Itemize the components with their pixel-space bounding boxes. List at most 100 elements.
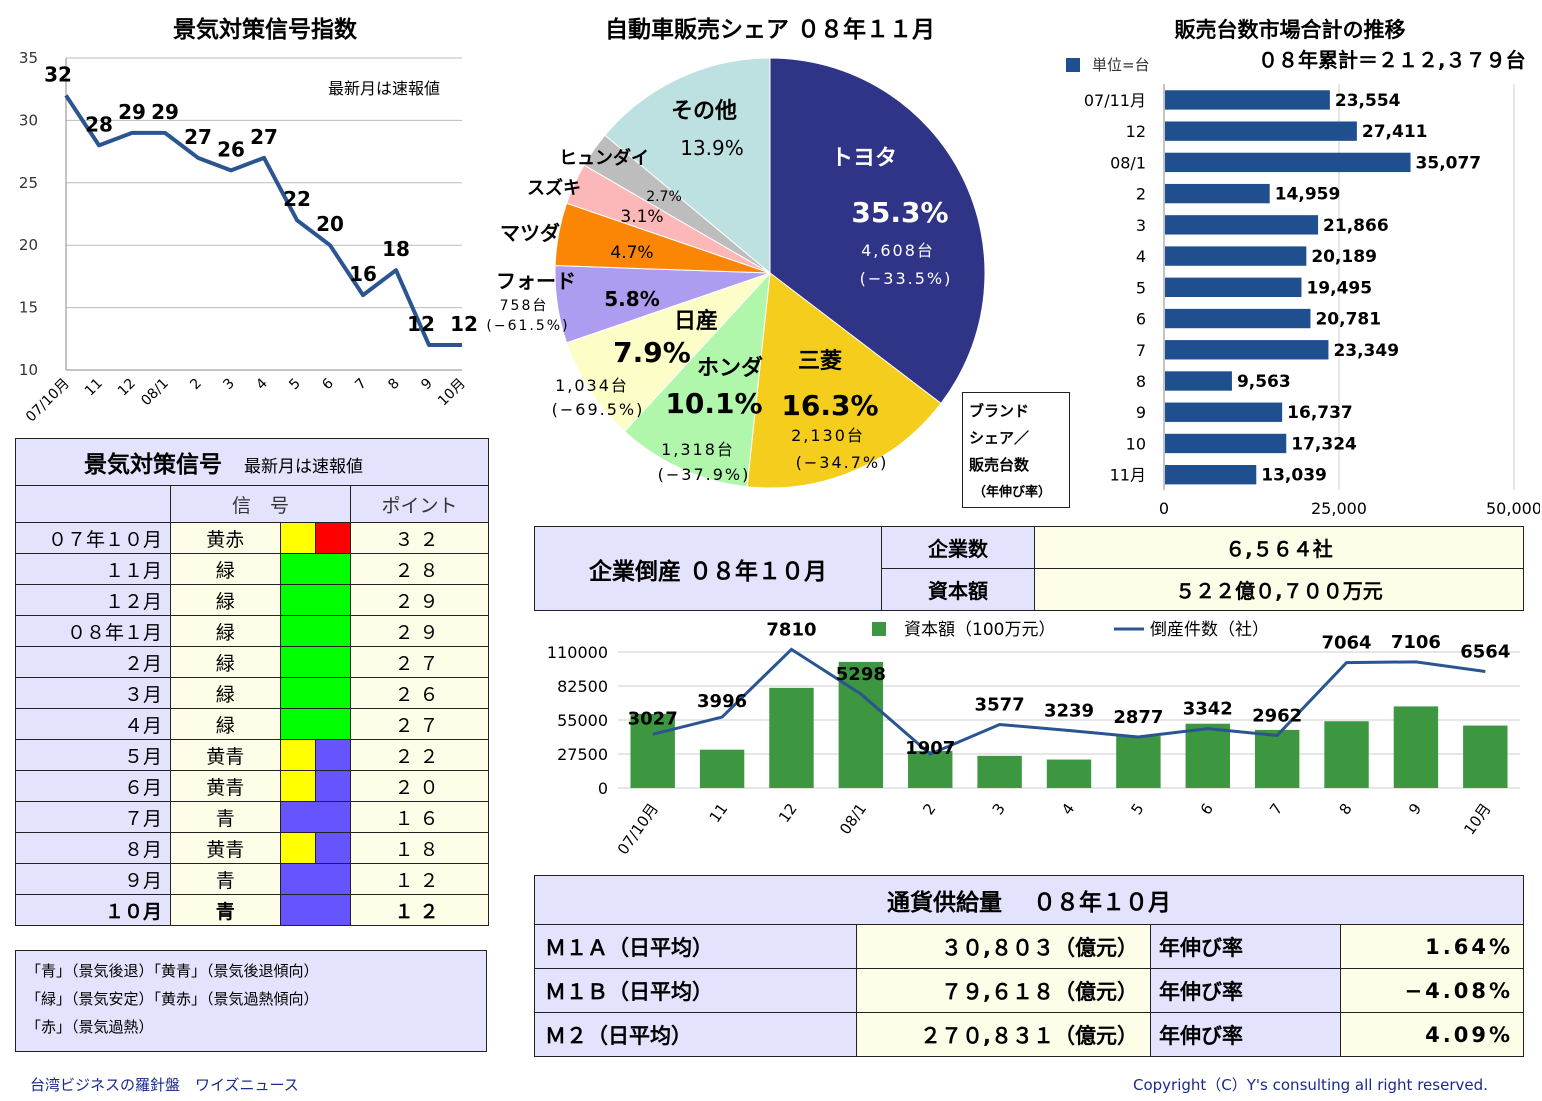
money-row: Ｍ２（日平均） ２７０,８３１（億元） 年伸び率 4.09% <box>534 1012 1524 1057</box>
signal-table-caption: 景気対策信号 最新月は速報値 <box>15 438 489 486</box>
capital-bar <box>630 713 675 788</box>
capital-label: 資本額 <box>881 568 1035 611</box>
count-label: 1907 <box>905 738 955 759</box>
x-tick-label: 2 <box>919 800 939 818</box>
signal-row-name: 黄青 <box>169 832 281 864</box>
data-label: 29 <box>151 100 179 124</box>
pie-label-growth: (−61.5%) <box>486 318 569 334</box>
signal-color-2 <box>315 863 352 895</box>
bankruptcy-title: 企業倒産 ０８年１０月 <box>534 526 882 611</box>
pie-label-name: その他 <box>671 99 737 124</box>
x-tick-label: 11 <box>82 376 106 400</box>
pie-label-pct: 7.9% <box>613 336 691 369</box>
x-tick-label: 7 <box>1266 800 1286 818</box>
sales-bar <box>1165 433 1287 454</box>
data-label: 28 <box>85 112 113 136</box>
signal-row-name: 黄青 <box>169 770 281 802</box>
pie-label-name: トヨタ <box>831 146 897 171</box>
pie-label-units: 1,034台 <box>555 376 629 395</box>
signal-color-2 <box>315 677 352 709</box>
data-label: 27 <box>184 125 212 149</box>
money-row-rate: 1.64% <box>1340 924 1524 969</box>
x-tick-label: 07/10月 <box>23 376 73 426</box>
pie-slice <box>769 57 986 405</box>
y-tick-label: 07/11月 <box>1084 91 1146 110</box>
signal-row: ４月緑 ２７ <box>15 708 489 740</box>
money-row-name: Ｍ２（日平均） <box>534 1012 857 1057</box>
sales-legend: 単位=台 <box>1066 54 1150 75</box>
y-tick-label: 55000 <box>557 711 608 730</box>
sales-bar <box>1165 215 1319 235</box>
signal-color-2 <box>314 522 352 554</box>
sales-bar-label: 27,411 <box>1362 122 1428 142</box>
capital-value: ５２２億０,７００万元 <box>1034 568 1524 611</box>
signal-row-point: １８ <box>350 832 489 864</box>
pie-label-growth: (−34.7%) <box>796 453 889 472</box>
x-tick-label: 12 <box>115 376 139 400</box>
data-label: 18 <box>382 237 410 261</box>
sales-bar <box>1165 246 1307 266</box>
signal-color-2 <box>315 801 352 833</box>
data-label: 20 <box>316 212 344 236</box>
capital-bar <box>1393 706 1439 788</box>
signal-legend-line: 「赤」（景気過熱） <box>26 1018 154 1036</box>
y-tick-label: 4 <box>1136 247 1146 266</box>
y-tick-label: 08/1 <box>1110 153 1146 172</box>
pie-label-units: 4,608台 <box>861 241 935 260</box>
signal-row: ７月青 １６ <box>15 801 489 833</box>
capital-bar <box>1185 723 1230 788</box>
signal-color-1 <box>279 615 316 647</box>
y-tick-label: 2 <box>1136 185 1146 204</box>
sales-bar <box>1165 340 1329 360</box>
sales-bar <box>1165 90 1330 110</box>
count-label: 3996 <box>697 691 747 712</box>
legend-swatch <box>1066 58 1080 72</box>
x-tick-label: 08/1 <box>138 376 172 410</box>
sales-bar <box>1165 402 1283 422</box>
pie-label-name: マツダ <box>500 221 560 245</box>
pie-label-name: ホンダ <box>697 355 763 381</box>
signal-row-name: 緑 <box>169 553 281 585</box>
count-label: 2962 <box>1252 705 1302 726</box>
pie-label-name: スズキ <box>527 177 581 199</box>
sales-bar <box>1165 277 1302 297</box>
sales-bar-label: 16,737 <box>1287 403 1353 423</box>
signal-line <box>64 94 462 348</box>
signal-row-name: 青 <box>169 801 281 833</box>
data-label: 16 <box>349 262 377 286</box>
pie-label-pct: 13.9% <box>680 136 744 160</box>
signal-row: ２月緑 ２７ <box>15 646 489 678</box>
sales-bar <box>1165 152 1411 173</box>
signal-row: ５月 黄青 ２２ <box>15 739 489 771</box>
y-tick-label: 11月 <box>1110 466 1146 485</box>
pie-label-pct: 35.3% <box>851 196 948 229</box>
sales-bar <box>1165 183 1270 204</box>
money-row-rate-label: 年伸び率 <box>1150 1012 1341 1057</box>
x-tick-label: 5 <box>1127 800 1147 818</box>
x-tick-label: 12 <box>775 800 801 826</box>
y-tick-label: 20 <box>19 236 38 254</box>
signal-color-1 <box>279 894 316 926</box>
capital-bar <box>699 749 745 788</box>
signal-row-month: ４月 <box>15 708 171 740</box>
capital-bar <box>1046 759 1092 788</box>
data-label: 27 <box>250 125 278 149</box>
signal-row-name: 緑 <box>169 708 281 740</box>
x-tick-label: 08/1 <box>836 800 870 838</box>
x-tick-label: 8 <box>385 376 403 394</box>
y-tick-label: 25 <box>19 174 38 192</box>
pie-legend-line: （年伸び率） <box>973 485 1052 500</box>
money-supply-table: 通貨供給量 ０８年１０月 Ｍ１Ａ（日平均） ３０,８０３（億元） 年伸び率 1.64%… <box>534 875 1524 1057</box>
sales-total: ０８年累計＝２１２,３７９台 <box>1258 48 1526 72</box>
y-tick-label: 27500 <box>557 745 608 764</box>
x-tick-label: 3 <box>989 800 1009 818</box>
signal-row: １２月緑 ２９ <box>15 584 489 616</box>
pie-slice <box>566 272 771 433</box>
data-label: 12 <box>407 312 435 336</box>
x-tick-label: 07/10月 <box>614 800 662 858</box>
signal-color-2 <box>315 646 352 678</box>
signal-row-name: 緑 <box>169 615 281 647</box>
signal-color-1 <box>279 832 316 864</box>
legend-label-bar: 資本額（100万元） <box>904 620 1055 640</box>
signal-color-1 <box>279 739 316 771</box>
